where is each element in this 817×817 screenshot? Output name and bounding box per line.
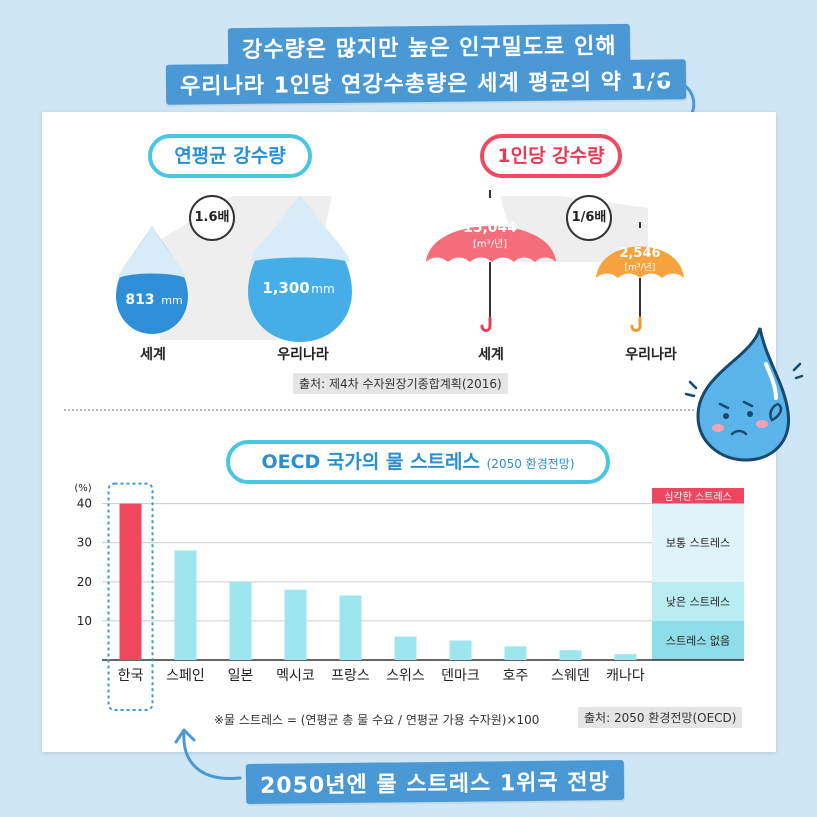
y-tick-label-1: 20 [77,575,92,589]
stress-band-0 [652,488,744,504]
y-tick-label-3: 40 [77,497,92,511]
bar-8 [559,650,582,660]
footer-banner: 2050년엔 물 스트레스 1위국 전망 [245,760,625,804]
stress-formula-note: ※물 스트레스 = (연평균 총 물 수요 / 연평균 가용 수자원)×100 [214,713,540,727]
korea-drop-unit: mm [311,282,334,296]
world-drop-label: 세계 [140,347,166,363]
stress-band-3 [652,620,744,660]
y-tick-label-0: 10 [77,614,92,628]
korea-drop-label: 우리나라 [277,347,329,363]
x-tick-label-7: 호주 [503,668,529,684]
bar-0 [119,503,142,660]
curved-arrow-up-icon [174,728,242,780]
world-umbrella-value: 15,044 [463,220,517,236]
stress-band-label-3: 스트레스 없음 [666,634,730,647]
world-umbrella-unit: [m³/년] [473,238,507,250]
korea-umbrella-unit: [m³/년] [625,262,656,273]
section-divider [64,409,694,411]
bar-3 [284,589,307,660]
x-tick-label-4: 프랑스 [331,668,370,684]
x-tick-label-6: 덴마크 [441,668,480,684]
bar-7 [504,646,527,660]
stress-band-1 [652,503,744,582]
x-tick-label-1: 스페인 [166,668,205,684]
korea-umbrella-value: 2,546 [619,246,660,261]
source-top: 출처: 제4차 수자원장기종합계획(2016) [293,373,508,394]
world-umbrella-icon [426,190,556,332]
bar-4 [339,595,362,660]
korea-umbrella-label: 우리나라 [625,347,677,363]
korea-umbrella-icon [596,222,684,332]
world-drop-value: 813 [125,292,154,308]
bar-5 [394,636,417,660]
x-tick-label-9: 캐나다 [606,668,645,684]
stress-band-label-2: 낮은 스트레스 [666,595,730,608]
stress-band-2 [652,581,744,621]
x-tick-label-8: 스웨덴 [551,668,590,684]
world-umbrella-label: 세계 [478,347,504,363]
x-tick-label-2: 일본 [228,668,254,684]
annual-rainfall-title: 연평균 강수량 [148,134,312,178]
water-drop-mascot-icon [684,327,804,462]
korea-drop-value: 1,300 [262,279,309,297]
bar-9 [614,654,637,660]
annual-ratio-badge: 1.6배 [189,195,235,241]
y-tick-label-2: 30 [77,536,92,550]
stress-band-label-1: 보통 스트레스 [666,537,730,550]
x-tick-label-3: 멕시코 [276,668,315,684]
y-axis-unit: (%) [74,483,91,494]
x-tick-label-5: 스위스 [386,668,425,684]
world-drop-icon [116,226,188,334]
x-tick-label-0: 한국 [118,668,144,684]
per-capita-rainfall-title: 1인당 강수량 [480,134,622,178]
world-drop-unit: mm [161,294,182,307]
bar-6 [449,640,472,660]
stress-chart-title: OECD 국가의 물 스트레스 (2050 환경전망) [226,440,610,484]
bar-1 [174,550,197,660]
korea-drop-icon [248,196,352,342]
stress-band-label-0: 심각한 스트레스 [664,491,732,503]
bar-2 [229,581,252,660]
stress-chart-title-text: OECD 국가의 물 스트레스 [261,451,480,473]
source-bottom: 출처: 2050 환경전망(OECD) [578,707,743,728]
stress-chart-subtitle: (2050 환경전망) [486,457,575,471]
per-capita-ratio-badge: 1/6배 [566,195,612,241]
